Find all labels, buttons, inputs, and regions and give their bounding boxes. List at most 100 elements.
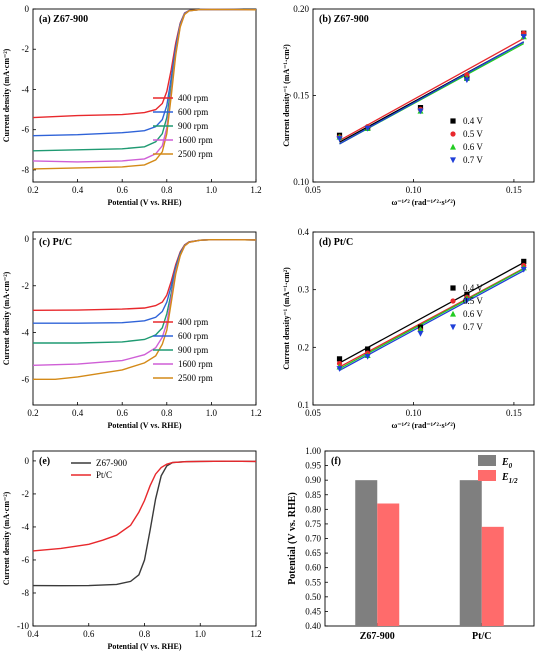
panel-a: 0 -2 -4 -6 -8 0.2 0.4 0.6 0.8 1.0 1.2 Potential (V …	[2, 4, 262, 207]
y-tick-label: 0.65	[305, 548, 321, 558]
x-axis-label: Potential (V vs. RHE)	[107, 198, 181, 207]
y-axis-label: Current density⁻¹ (mA⁻¹·cm²)	[282, 267, 291, 370]
y-tick-label: -6	[22, 555, 30, 565]
x-tick-label: 0.4	[27, 629, 39, 639]
legend-label: 600 rpm	[178, 331, 208, 341]
legend-label: 900 rpm	[178, 345, 208, 355]
y-tick-label: -8	[22, 588, 30, 598]
x-tick-label: 1.2	[250, 408, 261, 418]
y-tick-label: 0.2	[298, 342, 309, 352]
y-tick-label: 0	[25, 234, 30, 244]
bar	[355, 480, 378, 626]
y-tick-label: 0.55	[305, 577, 321, 587]
legend-swatch	[478, 470, 496, 481]
category-label: Pt/C	[472, 631, 491, 642]
y-tick-label: 0	[25, 4, 30, 14]
y-tick-label: 0.4	[298, 227, 310, 237]
x-axis-label: Potential (V vs. RHE)	[107, 642, 181, 651]
x-tick-label: 1.2	[250, 629, 261, 639]
y-tick-label: 0.85	[305, 490, 321, 500]
y-tick-label: 0.90	[305, 475, 321, 485]
legend-label: 2500 rpm	[178, 373, 213, 383]
plot-frame-d	[312, 231, 535, 406]
legend-subscript: 0	[509, 462, 513, 470]
data-point	[417, 108, 424, 115]
legend-marker	[450, 324, 456, 331]
y-tick-label: 0.95	[305, 461, 321, 471]
panel-b: 0.100.150.200.05 0.10 0.15ω⁻¹ᐟ² (rad⁻¹ᐟ²·s…	[282, 4, 535, 207]
y-tick-label: 0	[25, 456, 30, 466]
bar	[481, 526, 504, 626]
series-line	[32, 239, 257, 366]
x-tick-label: 1.0	[195, 629, 207, 639]
series-line	[32, 8, 257, 119]
data-point	[336, 136, 343, 142]
series-line	[32, 8, 257, 152]
y-tick-label: -4	[22, 328, 30, 338]
legend-marker	[450, 298, 456, 304]
legend-label: E0	[501, 457, 513, 470]
y-tick-label: -2	[22, 489, 30, 499]
legend-marker	[450, 285, 456, 291]
legend-label: 0.7 V	[463, 155, 483, 165]
series-line	[33, 239, 257, 344]
bar	[459, 480, 482, 626]
legend-label: Z67-900	[96, 458, 127, 468]
legend-marker	[450, 310, 456, 317]
legend-marker	[450, 131, 456, 137]
legend-label: 0.5 V	[463, 296, 483, 306]
y-tick-label: 0.45	[305, 606, 321, 616]
y-tick-label: -4	[22, 84, 30, 94]
data-point	[417, 326, 424, 333]
y-tick-label: -10	[17, 621, 29, 631]
x-tick-label: 0.6	[117, 185, 129, 195]
fit-line	[339, 261, 525, 364]
y-tick-label: 0.80	[305, 504, 321, 514]
x-axis-label: ω⁻¹ᐟ² (rad⁻¹ᐟ²·s¹ᐟ²)	[392, 421, 456, 430]
x-tick-label: 0.2	[27, 408, 38, 418]
panel-f: 0.40 0.45 0.50 0.55 0.60 0.65 0.70 0.75 0.80 0.85…	[287, 446, 535, 642]
legend-label: 600 rpm	[178, 107, 208, 117]
legend-label: 400 rpm	[178, 317, 208, 327]
y-tick-label: 0.50	[305, 592, 321, 602]
series-line	[33, 239, 257, 380]
data-point	[364, 125, 371, 132]
legend-label: E1/2	[501, 472, 518, 485]
y-tick-label: 0.3	[298, 285, 310, 295]
fit-line	[339, 268, 525, 370]
panel-c: 0 -2 -4 -6 0.2 0.4 0.6 0.8 1.0 1.2 Potential (V vs…	[2, 231, 262, 430]
x-tick-label: 1.2	[250, 185, 261, 195]
x-tick-label: 0.4	[72, 185, 84, 195]
panel-e: 0 -2 -4 -6 -8 -100.4 0.6 0.8 1.0 1.2 Potential (V …	[2, 450, 262, 651]
x-tick-label: 0.15	[506, 408, 522, 418]
y-tick-label: 0.70	[305, 534, 321, 544]
category-label: Z67-900	[360, 631, 395, 642]
data-point	[521, 258, 527, 265]
data-point	[520, 34, 527, 40]
series-line	[32, 239, 257, 311]
y-tick-label: 0.60	[305, 563, 321, 573]
legend-label: 1600 rpm	[178, 359, 213, 369]
y-tick-label: 0.10	[293, 177, 309, 187]
x-tick-label: 0.15	[506, 185, 522, 195]
panel-title: (a) Z67-900	[39, 14, 88, 25]
panel-title: (b) Z67-900	[319, 14, 369, 25]
x-axis-label: Potential (V vs. RHE)	[107, 421, 181, 430]
legend-marker	[450, 143, 456, 150]
y-tick-label: 1.00	[305, 446, 321, 456]
data-point	[336, 356, 343, 362]
y-tick-label: -6	[22, 125, 30, 135]
x-tick-label: 0.6	[117, 408, 129, 418]
series-line	[32, 460, 257, 552]
legend-symbol: E	[501, 472, 509, 483]
legend-label: 0.4 V	[463, 116, 483, 126]
y-axis-label: Current density⁻¹ (mA⁻¹·cm²)	[282, 44, 291, 147]
data-point	[520, 266, 527, 273]
y-tick-label: -2	[22, 281, 30, 291]
legend-subscript: 1/2	[509, 477, 518, 485]
plot-frame-b	[312, 8, 535, 183]
panel-d: 0.1 0.2 0.3 0.4 0.05 0.10 0.15 ω⁻¹ᐟ² (rad⁻¹ᐟ²·s…	[282, 227, 535, 430]
y-tick-label: 0.75	[305, 519, 321, 529]
panel-title: (f)	[331, 456, 341, 467]
